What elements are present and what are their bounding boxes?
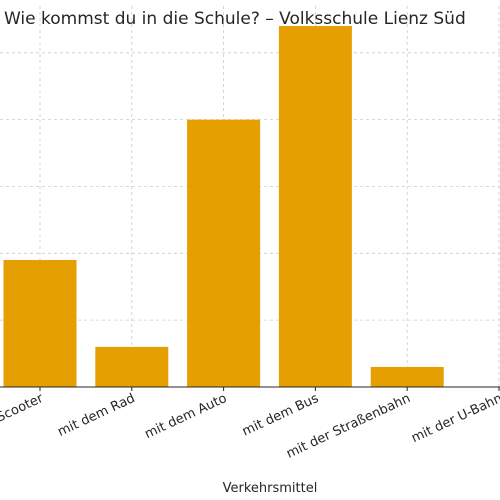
chart-title: Wie kommst du in die Schule? – Volksschu… — [4, 9, 466, 29]
bar — [3, 260, 77, 387]
bar — [370, 366, 444, 387]
x-tick-label: mit dem Rad — [55, 391, 137, 440]
bar — [278, 26, 352, 387]
x-tick-label: mit der U-Bahn — [409, 391, 500, 446]
x-tick-label: mit dem Bus — [240, 391, 321, 440]
x-axis-label: Verkehrsmittel — [223, 481, 318, 496]
x-tick-label: mit dem Auto — [143, 391, 230, 442]
grid — [0, 6, 500, 387]
bar — [187, 119, 261, 387]
bars — [3, 26, 444, 387]
bar — [95, 346, 169, 387]
x-tick-label: mit dem Scooter — [0, 391, 46, 451]
axes — [0, 386, 500, 391]
